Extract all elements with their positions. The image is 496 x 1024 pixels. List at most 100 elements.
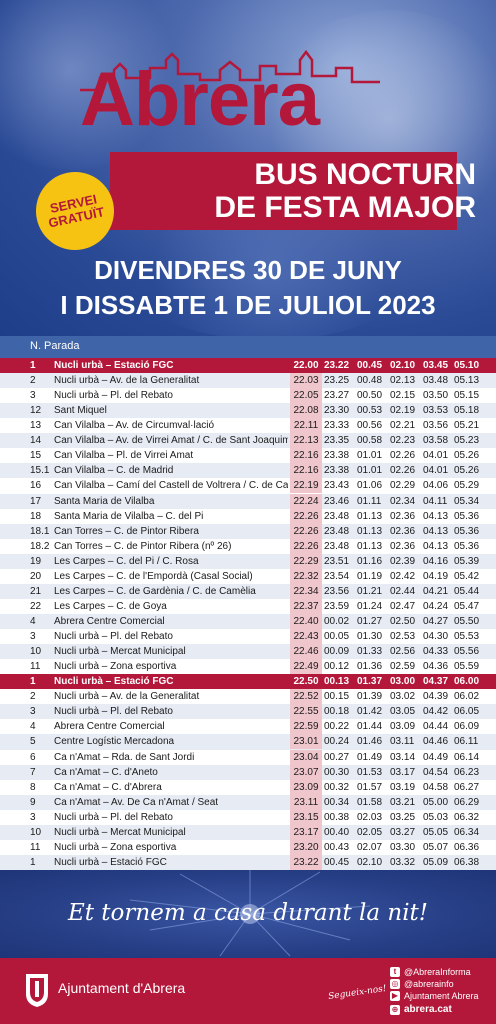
departure-time: 01.39 bbox=[357, 691, 383, 703]
web-icon: ⊕ bbox=[390, 1005, 400, 1015]
departure-time: 00.43 bbox=[324, 841, 350, 853]
departure-time: 04.11 bbox=[423, 495, 448, 507]
departure-time: 06.27 bbox=[454, 781, 480, 793]
departure-time: 23.01 bbox=[290, 734, 322, 750]
departure-time: 00.30 bbox=[324, 766, 350, 778]
stop-name: Can Vilalba – Camí del Castell de Voltre… bbox=[54, 480, 288, 492]
stop-name: Santa Maria de Vilalba bbox=[54, 495, 155, 507]
departure-time: 06.02 bbox=[454, 691, 480, 703]
departure-time: 01.13 bbox=[357, 525, 383, 537]
departure-time: 02.15 bbox=[390, 390, 416, 402]
departure-time: 00.38 bbox=[324, 811, 350, 823]
departure-time: 23.27 bbox=[324, 390, 350, 402]
schedule-table: 1 Nucli urbà – Estació FGC 22.00 23.22 00.45… bbox=[0, 358, 496, 870]
departure-time: 05.39 bbox=[454, 555, 480, 567]
table-row: 1 Nucli urbà – Estació FGC 23.22 00.45 02.10… bbox=[0, 854, 496, 870]
column-header-label: N. Parada bbox=[30, 340, 80, 352]
departure-time: 04.16 bbox=[423, 555, 449, 567]
departure-time: 03.58 bbox=[423, 435, 449, 447]
departure-time: 00.22 bbox=[324, 721, 350, 733]
departure-time: 22.24 bbox=[290, 493, 322, 509]
departure-time: 01.01 bbox=[357, 465, 383, 477]
stop-number: 7 bbox=[30, 766, 36, 778]
departure-time: 03.25 bbox=[390, 811, 416, 823]
departure-time: 03.32 bbox=[390, 856, 416, 868]
departure-time: 22.26 bbox=[290, 538, 322, 554]
departure-time: 06.14 bbox=[454, 751, 480, 763]
departure-time: 02.56 bbox=[390, 646, 416, 658]
town-skyline-icon bbox=[80, 49, 380, 92]
departure-time: 05.26 bbox=[454, 450, 480, 462]
departure-time: 06.05 bbox=[454, 706, 480, 718]
stop-number: 3 bbox=[30, 706, 36, 718]
departure-time: 22.03 bbox=[290, 373, 322, 389]
departure-time: 04.44 bbox=[423, 721, 449, 733]
stop-name: Nucli urbà – Estació FGC bbox=[54, 856, 167, 868]
stop-number: 1 bbox=[30, 676, 36, 688]
departure-time: 00.48 bbox=[357, 375, 383, 387]
stop-number: 3 bbox=[30, 631, 36, 643]
departure-time: 04.42 bbox=[423, 706, 449, 718]
departure-time: 23.54 bbox=[324, 570, 350, 582]
table-row: 4 Abrera Centre Comercial 22.59 00.22 01.44 0… bbox=[0, 719, 496, 735]
table-row: 22 Les Carpes – C. de Goya 22.37 23.59 01.24… bbox=[0, 598, 496, 614]
departure-time: 05.42 bbox=[454, 570, 480, 582]
table-row: 10 Nucli urbà – Mercat Municipal 22.46 00.0… bbox=[0, 644, 496, 660]
table-row: 19 Les Carpes – C. del Pi / C. Rosa 22.29 2… bbox=[0, 553, 496, 569]
departure-time: 05.47 bbox=[454, 600, 480, 612]
departure-time: 01.27 bbox=[357, 616, 383, 627]
departure-time: 01.01 bbox=[357, 450, 383, 462]
departure-time: 06.09 bbox=[454, 721, 480, 733]
departure-time: 23.35 bbox=[324, 435, 350, 447]
stop-number: 1 bbox=[30, 360, 36, 371]
youtube-icon: ▶ bbox=[390, 991, 400, 1001]
departure-time: 04.58 bbox=[423, 781, 449, 793]
departure-time: 01.30 bbox=[357, 631, 383, 643]
departure-time: 03.53 bbox=[423, 405, 449, 417]
stop-number: 15.1 bbox=[30, 465, 50, 477]
stop-number: 13 bbox=[30, 420, 42, 432]
departure-time: 01.53 bbox=[357, 766, 383, 778]
departure-time: 05.56 bbox=[454, 646, 480, 658]
town-shield-icon bbox=[26, 974, 48, 1007]
departure-time: 01.58 bbox=[357, 796, 383, 808]
departure-time: 00.45 bbox=[357, 360, 383, 371]
departure-time: 03.17 bbox=[390, 766, 416, 778]
stop-name: Ca n'Amat – C. d'Abrera bbox=[54, 781, 162, 793]
free-service-badge: SERVEI GRATUÏT bbox=[28, 164, 122, 258]
table-row: 2 Nucli urbà – Av. de la Generalitat 22.03… bbox=[0, 373, 496, 389]
departure-time: 03.00 bbox=[390, 676, 416, 688]
stop-number: 20 bbox=[30, 570, 42, 582]
departure-time: 22.13 bbox=[290, 433, 322, 449]
departure-time: 04.30 bbox=[423, 631, 449, 643]
departure-time: 01.33 bbox=[357, 646, 383, 658]
departure-time: 04.19 bbox=[423, 570, 449, 582]
departure-time: 05.26 bbox=[454, 465, 480, 477]
departure-time: 00.05 bbox=[324, 631, 350, 643]
departure-time: 02.10 bbox=[357, 856, 383, 868]
stop-number: 2 bbox=[30, 691, 36, 703]
stop-number: 19 bbox=[30, 555, 42, 567]
stop-name: Nucli urbà – Zona esportiva bbox=[54, 661, 177, 673]
departure-time: 04.36 bbox=[423, 661, 449, 673]
slogan-text: Et tornem a casa durant la nit! bbox=[67, 900, 429, 926]
departure-time: 02.36 bbox=[390, 525, 416, 537]
social-twitter-label: @AbreraInforma bbox=[404, 967, 471, 977]
departure-time: 23.48 bbox=[324, 525, 350, 537]
departure-time: 23.15 bbox=[290, 809, 322, 825]
departure-time: 03.14 bbox=[390, 751, 416, 763]
departure-time: 06.34 bbox=[454, 826, 480, 838]
departure-time: 01.19 bbox=[357, 570, 383, 582]
departure-time: 03.19 bbox=[390, 781, 416, 793]
table-row: 9 Ca n'Amat – Av. De Ca n'Amat / Seat 23.1… bbox=[0, 794, 496, 810]
departure-time: 01.42 bbox=[357, 706, 383, 718]
departure-time: 01.57 bbox=[357, 781, 383, 793]
departure-time: 03.56 bbox=[423, 420, 449, 432]
departure-time: 23.46 bbox=[324, 495, 350, 507]
stop-name: Nucli urbà – Mercat Municipal bbox=[54, 646, 186, 658]
departure-time: 22.40 bbox=[290, 614, 322, 629]
stop-name: Nucli urbà – Pl. del Rebato bbox=[54, 631, 173, 643]
stop-name: Abrera Centre Comercial bbox=[54, 616, 165, 627]
stop-number: 3 bbox=[30, 390, 36, 402]
table-row: 2 Nucli urbà – Av. de la Generalitat 22.52… bbox=[0, 689, 496, 705]
